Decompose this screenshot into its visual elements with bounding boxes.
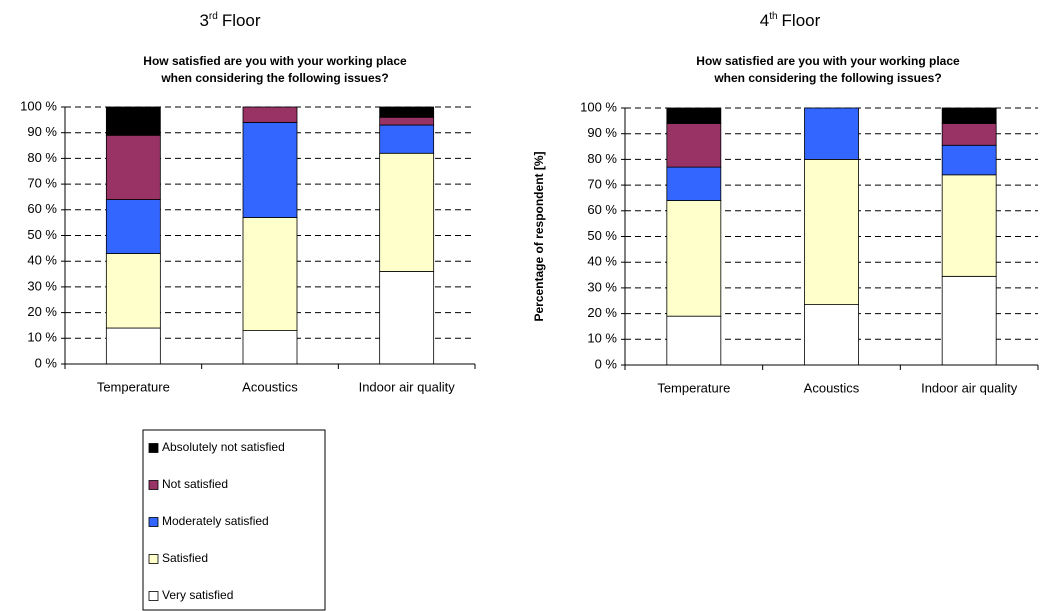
bar-segment bbox=[105, 253, 161, 329]
bar-segment bbox=[242, 106, 298, 123]
legend-label: Satisfied bbox=[162, 551, 208, 565]
bar-segment bbox=[666, 123, 722, 168]
bar-segment bbox=[242, 122, 298, 218]
x-tick-label: Temperature bbox=[657, 380, 730, 395]
y-tick-label: 90 % bbox=[587, 125, 617, 140]
y-tick-label: 20 % bbox=[27, 304, 57, 319]
chart-title: 3rd Floor bbox=[199, 11, 260, 31]
y-tick-label: 40 % bbox=[587, 254, 617, 269]
legend-label: Not satisfied bbox=[162, 477, 228, 491]
y-tick-label: 70 % bbox=[27, 176, 57, 191]
y-tick-label: 70 % bbox=[587, 177, 617, 192]
bar-segment bbox=[379, 106, 435, 118]
bar-segment bbox=[242, 217, 298, 331]
bar-segment bbox=[941, 107, 997, 124]
x-tick-label: Acoustics bbox=[242, 379, 298, 394]
x-tick-label: Indoor air quality bbox=[921, 380, 1018, 395]
bar-segment bbox=[666, 200, 722, 317]
bar-segment bbox=[242, 330, 298, 365]
bar-segment bbox=[666, 166, 722, 201]
title-suffix: Floor bbox=[782, 11, 821, 30]
bar-segment bbox=[941, 275, 997, 366]
y-tick-label: 0 % bbox=[35, 355, 58, 370]
bar-segment bbox=[804, 107, 859, 160]
bar-segment bbox=[379, 116, 435, 126]
y-tick-label: 50 % bbox=[27, 227, 57, 242]
title-suffix: Floor bbox=[222, 11, 261, 30]
x-tick-label: Acoustics bbox=[804, 380, 860, 395]
legend-swatch bbox=[148, 443, 159, 453]
y-tick-label: 0 % bbox=[595, 356, 618, 371]
x-tick-label: Temperature bbox=[97, 379, 170, 394]
chart-subtitle: when considering the following issues? bbox=[160, 71, 388, 85]
y-tick-label: 100 % bbox=[20, 98, 57, 113]
y-tick-label: 10 % bbox=[587, 331, 617, 346]
y-tick-label: 20 % bbox=[587, 305, 617, 320]
bar-segment bbox=[666, 315, 722, 366]
chart-subtitle: How satisfied are you with your working … bbox=[696, 54, 960, 68]
title-superscript: th bbox=[769, 11, 777, 22]
bar-segment bbox=[941, 144, 997, 176]
bar-segment bbox=[105, 106, 161, 136]
chart-subtitle: when considering the following issues? bbox=[713, 71, 941, 85]
bar-segment bbox=[804, 304, 859, 366]
legend-label: Moderately satisfied bbox=[162, 514, 269, 528]
legend-swatch bbox=[148, 554, 159, 564]
legend-swatch bbox=[148, 591, 159, 601]
legend-label: Very satisfied bbox=[162, 588, 233, 602]
legend-label: Absolutely not satisfied bbox=[162, 440, 285, 454]
chart-title: 4th Floor bbox=[760, 11, 821, 31]
legend-box bbox=[142, 429, 326, 611]
y-tick-label: 30 % bbox=[587, 279, 617, 294]
bar-segment bbox=[379, 271, 435, 365]
y-tick-label: 100 % bbox=[580, 99, 617, 114]
title-number: 4 bbox=[760, 11, 769, 30]
y-tick-label: 30 % bbox=[27, 278, 57, 293]
bar-segment bbox=[804, 158, 859, 306]
bar-segment bbox=[105, 199, 161, 254]
y-tick-label: 80 % bbox=[27, 150, 57, 165]
bar-segment bbox=[105, 134, 161, 200]
title-superscript: rd bbox=[209, 11, 218, 22]
x-tick-label: Indoor air quality bbox=[359, 379, 456, 394]
y-tick-label: 60 % bbox=[27, 201, 57, 216]
y-tick-label: 40 % bbox=[27, 253, 57, 268]
title-number: 3 bbox=[199, 11, 208, 30]
y-tick-label: 50 % bbox=[587, 228, 617, 243]
bar-segment bbox=[941, 123, 997, 146]
legend-swatch bbox=[148, 517, 159, 527]
bar-segment bbox=[105, 327, 161, 365]
legend-swatch bbox=[148, 480, 159, 490]
y-tick-label: 90 % bbox=[27, 124, 57, 139]
bar-segment bbox=[941, 174, 997, 277]
bar-segment bbox=[379, 124, 435, 154]
y-tick-label: 10 % bbox=[27, 330, 57, 345]
bar-segment bbox=[379, 152, 435, 272]
y-axis-label: Percentage of respondent [%] bbox=[532, 151, 546, 321]
chart-subtitle: How satisfied are you with your working … bbox=[143, 54, 407, 68]
y-tick-label: 80 % bbox=[587, 151, 617, 166]
bar-segment bbox=[666, 107, 722, 124]
y-tick-label: 60 % bbox=[587, 202, 617, 217]
